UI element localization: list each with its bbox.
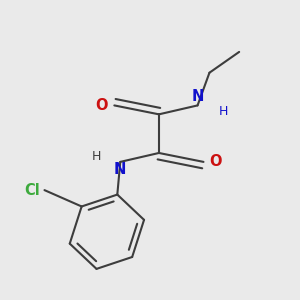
Text: Cl: Cl xyxy=(24,183,40,198)
Text: O: O xyxy=(95,98,108,113)
Text: O: O xyxy=(209,154,222,169)
Text: N: N xyxy=(191,89,204,104)
Text: H: H xyxy=(218,106,228,118)
Text: H: H xyxy=(92,150,101,163)
Text: N: N xyxy=(114,162,127,177)
